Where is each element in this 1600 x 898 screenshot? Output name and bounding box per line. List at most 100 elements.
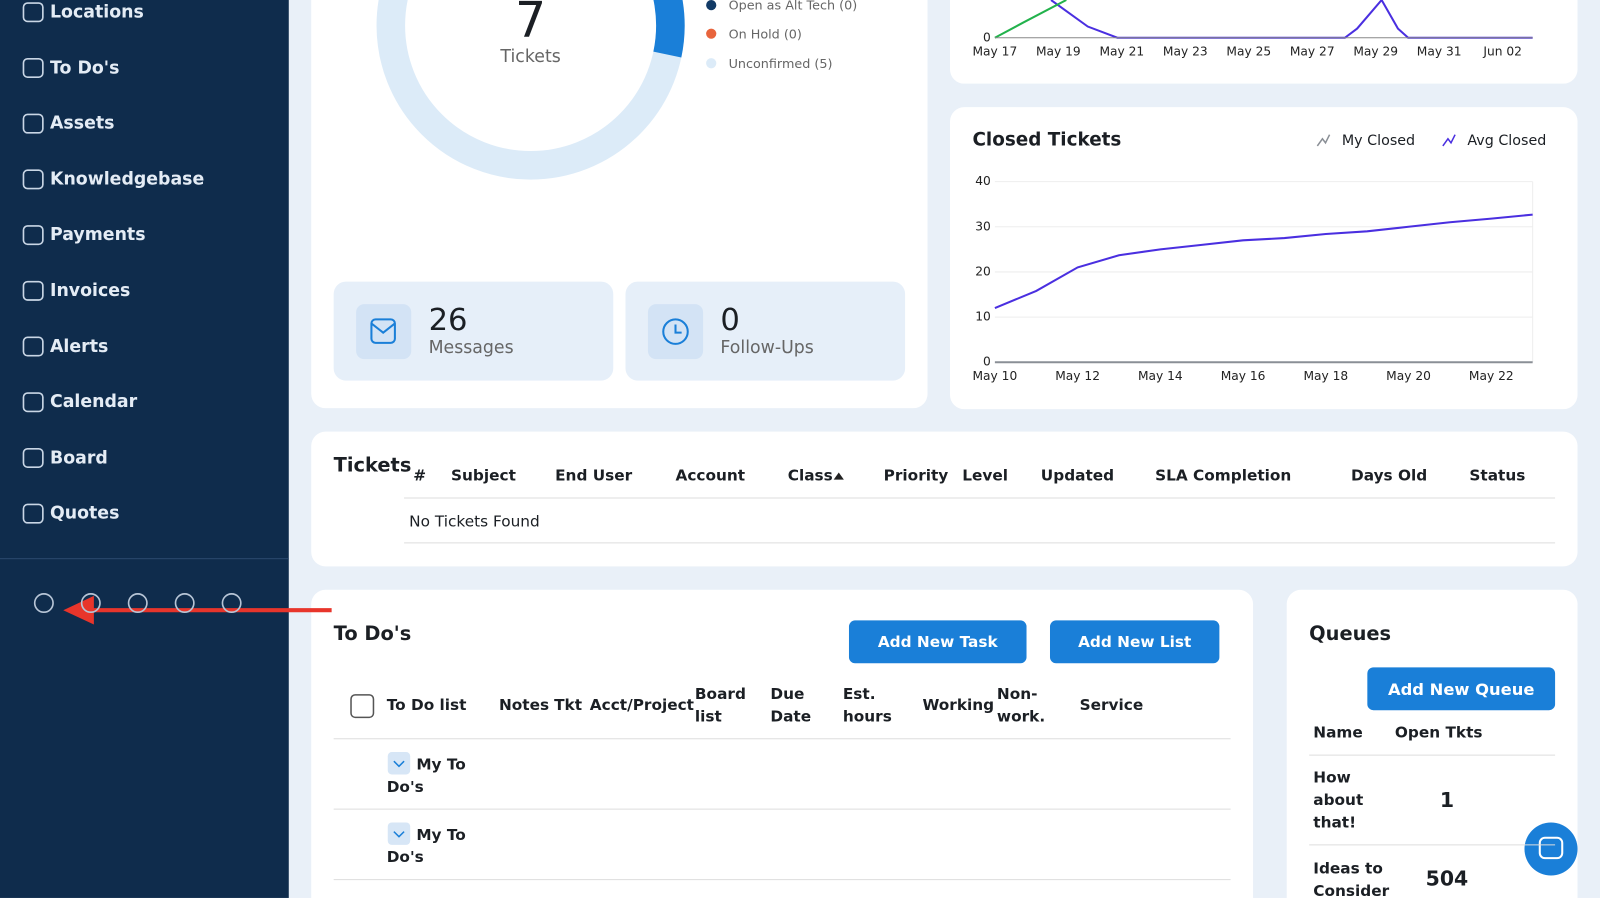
empty-message: No Tickets Found [409, 512, 540, 531]
tool-icon [33, 593, 54, 614]
nav-item[interactable]: Knowledgebase [49, 169, 205, 190]
series-line [994, 213, 1533, 310]
ticket-count: 7 [515, 0, 547, 49]
section-title: Tickets [333, 454, 412, 477]
legend-dot [706, 0, 717, 11]
y-tick-label: 20 [975, 264, 991, 278]
column-header: Working [922, 695, 995, 715]
nav-item[interactable]: Quotes [49, 503, 120, 524]
nav-item[interactable]: To Do's [49, 57, 120, 79]
nav-item[interactable]: Assets [49, 113, 115, 134]
button[interactable]: Add New List [1049, 620, 1220, 664]
annotation-arrow [63, 595, 94, 625]
nav-item[interactable]: Locations [49, 2, 144, 23]
x-tick-label: May 14 [1138, 369, 1183, 383]
legend-label: Open as Alt Tech (0) [728, 0, 858, 13]
column-header: Days Old [1351, 466, 1428, 485]
nav-icon [22, 57, 44, 78]
x-tick-label: May 18 [1303, 369, 1348, 383]
column-header: Subject [451, 466, 516, 485]
nav-icon [22, 336, 44, 357]
column-header: Due Date [770, 684, 812, 726]
checkbox[interactable] [350, 694, 375, 719]
legend-icon [1442, 134, 1456, 147]
stat-value: 26 [428, 302, 468, 339]
column-header: SLA Completion [1155, 466, 1292, 485]
nav-icon [22, 447, 44, 468]
todo-list-name: My To Do's [386, 825, 466, 867]
section-title: To Do's [333, 622, 412, 645]
nav-icon [22, 113, 44, 134]
todo-list-name: My To Do's [386, 755, 466, 796]
legend-label: My Closed [1341, 132, 1416, 149]
column-header: Name [1313, 723, 1363, 742]
tool-icon [80, 593, 101, 614]
nav-icon [22, 280, 44, 301]
x-tick-label: May 19 [1036, 45, 1081, 59]
nav-icon [22, 169, 44, 190]
stat-value: 0 [720, 302, 740, 339]
nav-item[interactable]: Calendar [49, 392, 138, 413]
legend-label: Unconfirmed (5) [728, 55, 833, 71]
queue-name: How about that! [1313, 768, 1364, 832]
tickets-card [311, 431, 1578, 567]
x-tick-label: May 20 [1386, 369, 1431, 383]
chart-title: Closed Tickets [972, 129, 1122, 151]
y-tick-label: 30 [975, 219, 991, 233]
column-header: Account [675, 466, 746, 485]
donut-segment [653, 0, 685, 58]
tool-icon [127, 593, 148, 614]
legend-dot [706, 58, 717, 69]
tool-icon [174, 593, 195, 614]
x-tick-label: May 16 [1221, 369, 1266, 383]
column-header: Open Tkts [1394, 723, 1483, 742]
x-tick-label: May 12 [1055, 369, 1100, 383]
y-tick-label: 0 [983, 355, 991, 369]
open-line [994, 0, 1067, 39]
column-header: Level [962, 466, 1008, 485]
stat-label: Messages [428, 337, 514, 359]
nav-icon [22, 2, 44, 23]
mail-icon [370, 322, 396, 334]
button[interactable]: Add New Queue [1367, 667, 1556, 711]
nav-item[interactable]: Board [49, 447, 108, 469]
history-icon [674, 324, 682, 334]
chat-button[interactable] [1524, 822, 1578, 876]
nav-icon [22, 503, 44, 524]
legend-icon [1316, 134, 1331, 147]
column-header: Est. hours [842, 684, 892, 726]
x-tick-label: May 25 [1226, 45, 1271, 59]
button[interactable]: Add New Task [848, 620, 1027, 664]
x-tick-label: May 17 [973, 45, 1018, 59]
nav-item[interactable]: Payments [49, 224, 146, 246]
x-tick-label: May 10 [973, 369, 1018, 383]
history-icon [662, 318, 689, 345]
mail-icon [370, 318, 396, 344]
column-header: Class [787, 466, 833, 485]
expand-toggle [387, 822, 411, 845]
x-tick-label: May 23 [1163, 45, 1208, 59]
column-header: Updated [1040, 466, 1115, 485]
queue-count: 1 [1439, 787, 1455, 813]
nav-icon [22, 392, 44, 413]
nav-item[interactable]: Invoices [49, 280, 131, 302]
queue-count: 504 [1425, 866, 1469, 891]
column-header: Status [1469, 466, 1526, 485]
y-tick-label: 0 [983, 30, 991, 44]
nav-item[interactable]: Alerts [49, 336, 109, 357]
ticket-label: Tickets [500, 46, 561, 68]
column-header: To Do list [386, 695, 467, 715]
nav-icon [22, 225, 44, 246]
column-header: Tkt [554, 695, 583, 715]
open-line [1050, 0, 1533, 39]
x-tick-label: May 21 [1099, 45, 1144, 59]
y-tick-label: 40 [975, 174, 991, 188]
x-tick-label: May 31 [1417, 45, 1462, 59]
x-tick-label: May 29 [1353, 45, 1398, 59]
legend-label: On Hold (0) [728, 26, 802, 42]
expand-toggle [387, 752, 411, 775]
x-tick-label: Jun 02 [1482, 45, 1522, 59]
